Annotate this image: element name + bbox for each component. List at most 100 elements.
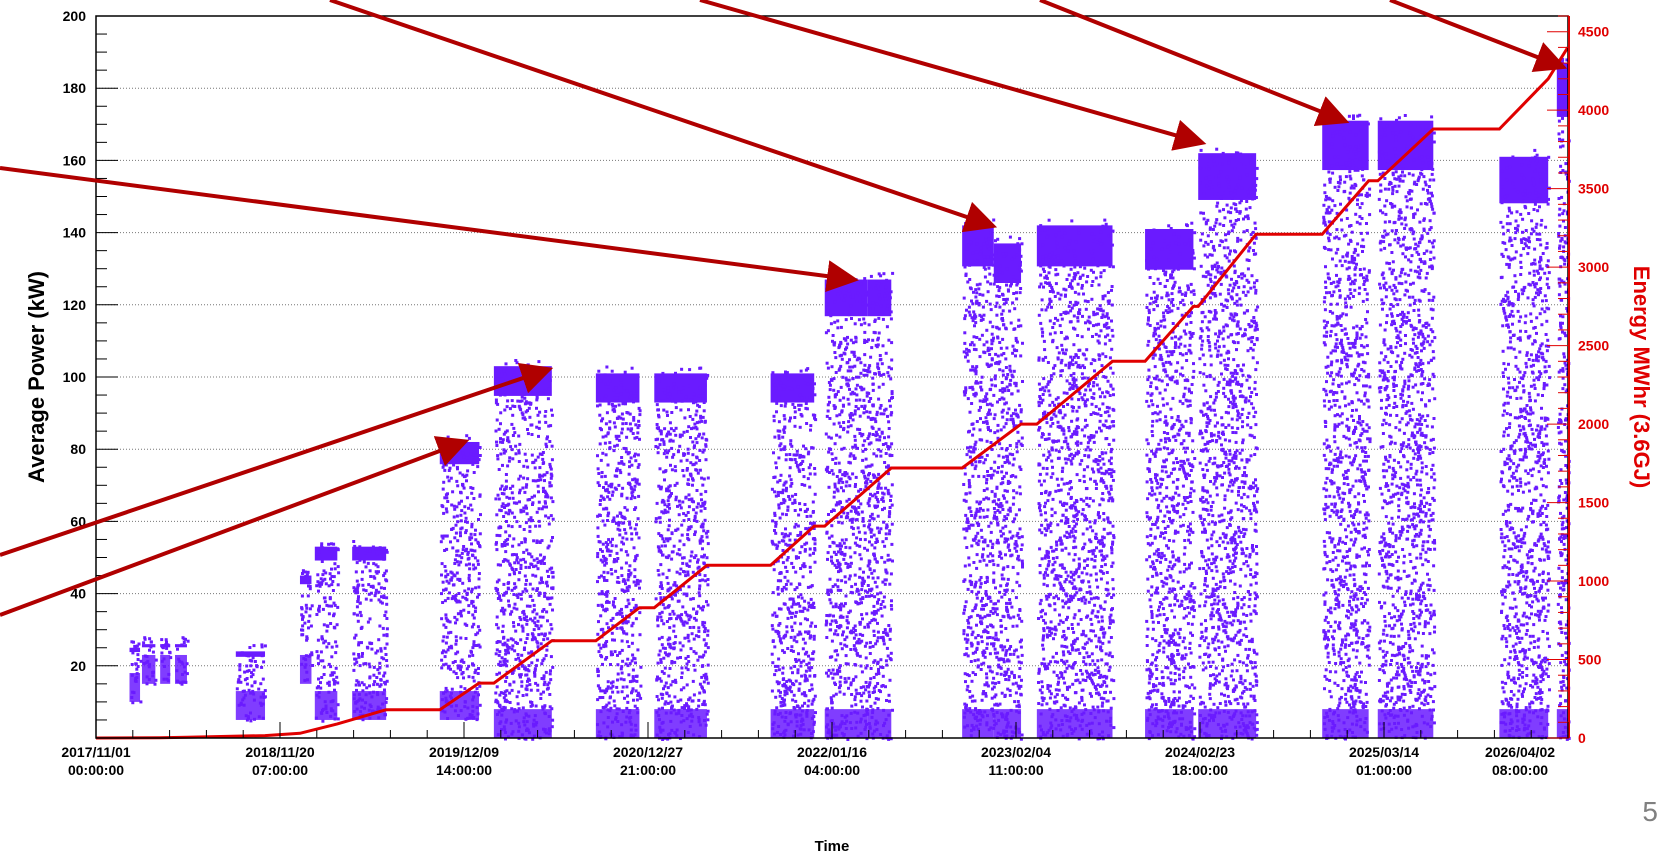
power-point bbox=[445, 496, 449, 500]
power-point bbox=[535, 394, 539, 398]
power-point bbox=[622, 542, 625, 546]
power-point bbox=[524, 641, 528, 645]
power-point bbox=[494, 586, 498, 590]
power-point bbox=[632, 656, 636, 660]
power-point bbox=[513, 602, 517, 606]
power-point bbox=[447, 479, 451, 483]
power-point bbox=[459, 611, 463, 615]
power-point bbox=[512, 501, 516, 505]
power-point bbox=[659, 679, 663, 683]
power-point bbox=[627, 711, 631, 715]
power-point bbox=[503, 728, 507, 732]
power-point bbox=[863, 338, 867, 342]
power-point bbox=[692, 663, 696, 667]
power-point bbox=[499, 422, 502, 426]
power-point bbox=[385, 659, 389, 662]
power-point bbox=[597, 730, 601, 734]
power-point bbox=[696, 560, 699, 564]
power-point bbox=[836, 668, 840, 672]
power-point bbox=[882, 724, 885, 728]
power-point bbox=[508, 496, 511, 500]
power-point bbox=[859, 597, 863, 601]
power-point bbox=[851, 532, 855, 536]
power-point bbox=[602, 706, 606, 710]
power-point bbox=[854, 483, 857, 486]
power-point bbox=[811, 603, 815, 607]
power-point bbox=[355, 688, 358, 692]
power-point bbox=[963, 472, 967, 476]
power-point bbox=[500, 543, 504, 546]
power-point bbox=[783, 733, 787, 737]
power-point bbox=[806, 382, 810, 386]
power-point bbox=[620, 461, 624, 465]
power-point bbox=[598, 413, 602, 417]
power-point bbox=[378, 707, 382, 711]
power-point bbox=[992, 726, 996, 730]
power-point bbox=[357, 643, 361, 647]
power-point bbox=[360, 654, 364, 658]
power-point bbox=[963, 711, 967, 715]
power-point bbox=[985, 580, 989, 583]
power-point bbox=[360, 681, 364, 685]
power-point bbox=[504, 430, 508, 434]
power-block bbox=[770, 367, 818, 740]
power-point bbox=[525, 622, 529, 626]
power-point bbox=[615, 612, 619, 616]
power-point bbox=[497, 653, 501, 657]
power-point bbox=[445, 635, 449, 639]
power-point bbox=[605, 599, 609, 603]
power-point bbox=[832, 495, 836, 499]
power-point bbox=[784, 711, 788, 714]
power-point bbox=[372, 665, 376, 669]
power-point bbox=[706, 583, 710, 587]
power-point bbox=[890, 442, 894, 446]
power-point bbox=[828, 400, 831, 404]
power-point bbox=[360, 577, 364, 581]
power-point bbox=[543, 591, 547, 595]
power-point bbox=[532, 608, 536, 612]
power-point bbox=[877, 672, 881, 676]
power-point bbox=[795, 586, 799, 590]
power-point bbox=[853, 364, 857, 368]
power-point bbox=[357, 641, 361, 645]
power-point bbox=[316, 638, 320, 642]
power-point bbox=[600, 471, 604, 474]
power-point bbox=[545, 569, 549, 573]
power-point bbox=[794, 713, 797, 717]
power-point bbox=[547, 715, 551, 718]
power-point bbox=[677, 449, 680, 453]
power-point bbox=[860, 613, 864, 617]
power-point bbox=[333, 717, 337, 721]
power-point bbox=[449, 667, 452, 671]
power-point bbox=[670, 704, 674, 708]
power-point bbox=[973, 605, 977, 609]
power-point bbox=[365, 645, 369, 649]
power-point bbox=[882, 372, 886, 376]
power-point bbox=[805, 541, 809, 545]
power-point bbox=[674, 400, 678, 404]
power-point bbox=[803, 483, 807, 487]
power-point bbox=[516, 653, 520, 656]
power-point bbox=[456, 484, 460, 488]
power-point bbox=[799, 567, 803, 570]
power-point bbox=[844, 654, 848, 658]
power-point bbox=[867, 338, 870, 342]
power-point bbox=[839, 425, 843, 429]
power-point bbox=[504, 504, 508, 508]
power-point bbox=[963, 265, 967, 269]
power-point bbox=[636, 453, 640, 457]
power-point bbox=[382, 596, 386, 599]
power-point bbox=[799, 724, 803, 728]
power-point bbox=[597, 650, 601, 654]
power-point bbox=[621, 516, 625, 520]
power-point bbox=[383, 688, 386, 692]
power-point bbox=[788, 685, 792, 689]
power-point bbox=[665, 692, 669, 696]
power-point bbox=[847, 497, 851, 501]
power-point bbox=[881, 540, 885, 544]
power-point bbox=[657, 714, 661, 717]
power-point bbox=[702, 605, 705, 609]
power-point bbox=[870, 587, 874, 591]
power-point bbox=[812, 601, 816, 605]
power-point bbox=[991, 542, 995, 546]
